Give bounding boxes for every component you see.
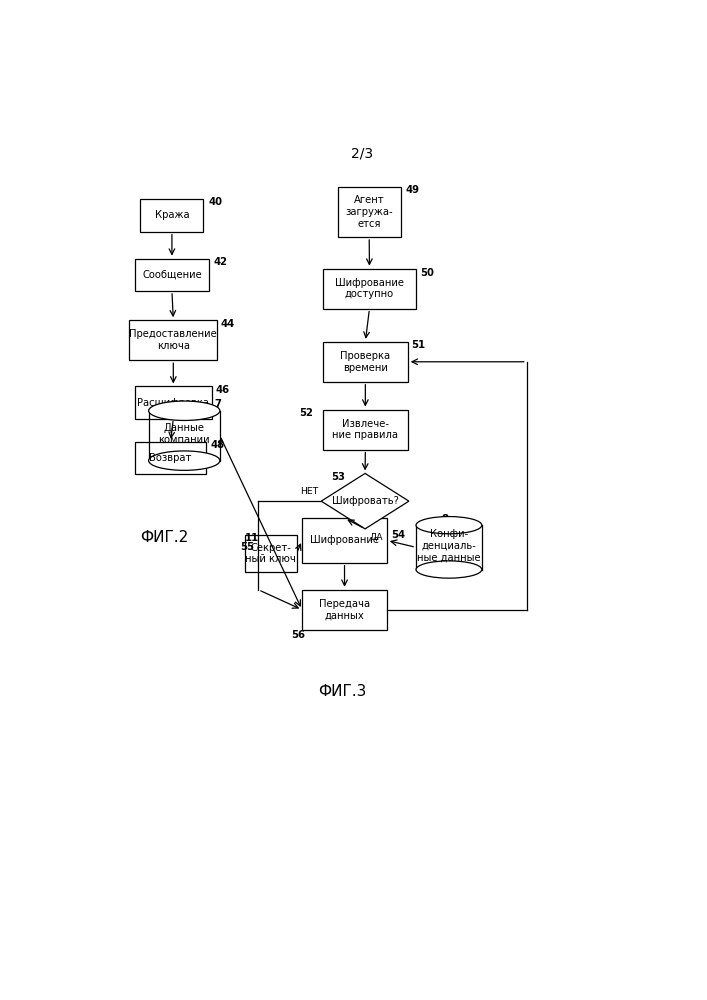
Text: 52: 52 bbox=[299, 408, 313, 418]
FancyBboxPatch shape bbox=[302, 518, 387, 563]
Text: Данные
компании: Данные компании bbox=[158, 423, 210, 445]
Text: Сообщение: Сообщение bbox=[142, 270, 201, 280]
Text: 51: 51 bbox=[411, 340, 426, 350]
Text: Извлече-
ние правила: Извлече- ние правила bbox=[332, 419, 398, 440]
FancyBboxPatch shape bbox=[338, 187, 401, 237]
Text: 44: 44 bbox=[221, 319, 235, 329]
Text: 11: 11 bbox=[245, 533, 259, 543]
Text: Проверка
времени: Проверка времени bbox=[340, 351, 390, 373]
Text: Расшифровка: Расшифровка bbox=[137, 398, 209, 408]
Text: Возврат: Возврат bbox=[149, 453, 192, 463]
FancyBboxPatch shape bbox=[135, 386, 211, 419]
Text: Предоставление
ключа: Предоставление ключа bbox=[129, 329, 217, 351]
Text: Передача
данных: Передача данных bbox=[319, 599, 370, 621]
Text: 42: 42 bbox=[214, 257, 228, 267]
Text: 48: 48 bbox=[210, 440, 224, 450]
FancyBboxPatch shape bbox=[135, 259, 209, 291]
Text: 8: 8 bbox=[442, 514, 449, 524]
FancyBboxPatch shape bbox=[323, 342, 408, 382]
Text: 7: 7 bbox=[214, 399, 221, 409]
Ellipse shape bbox=[148, 401, 220, 420]
Text: Шифровать?: Шифровать? bbox=[332, 496, 399, 506]
Text: 50: 50 bbox=[420, 268, 434, 278]
FancyBboxPatch shape bbox=[129, 320, 217, 360]
Text: 53: 53 bbox=[331, 472, 345, 482]
FancyBboxPatch shape bbox=[141, 199, 204, 232]
Text: 49: 49 bbox=[405, 185, 419, 195]
FancyBboxPatch shape bbox=[245, 535, 297, 572]
Text: 2/3: 2/3 bbox=[351, 147, 373, 161]
Bar bbox=[416, 525, 481, 570]
Ellipse shape bbox=[148, 451, 220, 470]
Polygon shape bbox=[321, 473, 409, 529]
Text: НЕТ: НЕТ bbox=[300, 487, 319, 496]
Text: Секрет-
ный ключ: Секрет- ный ключ bbox=[245, 543, 296, 564]
Text: ДА: ДА bbox=[370, 533, 383, 542]
FancyBboxPatch shape bbox=[323, 410, 408, 450]
Text: 54: 54 bbox=[392, 530, 406, 540]
Text: 40: 40 bbox=[209, 197, 223, 207]
Text: 56: 56 bbox=[291, 630, 305, 640]
Text: Кража: Кража bbox=[155, 210, 189, 220]
FancyBboxPatch shape bbox=[302, 590, 387, 630]
Text: ФИГ.2: ФИГ.2 bbox=[141, 530, 189, 545]
Text: 46: 46 bbox=[216, 385, 230, 395]
FancyBboxPatch shape bbox=[323, 269, 416, 309]
Ellipse shape bbox=[416, 561, 481, 578]
FancyBboxPatch shape bbox=[135, 442, 206, 474]
Text: ФИГ.3: ФИГ.3 bbox=[319, 684, 367, 699]
Text: Конфи-
денциаль-
ные данные: Конфи- денциаль- ные данные bbox=[417, 529, 481, 562]
Text: Агент
загружа-
ется: Агент загружа- ется bbox=[346, 195, 393, 229]
Text: Шифрование: Шифрование bbox=[310, 535, 379, 545]
Ellipse shape bbox=[416, 517, 481, 534]
Bar bbox=[148, 411, 220, 461]
Text: 55: 55 bbox=[240, 542, 254, 552]
Text: Шифрование
доступно: Шифрование доступно bbox=[335, 278, 404, 299]
